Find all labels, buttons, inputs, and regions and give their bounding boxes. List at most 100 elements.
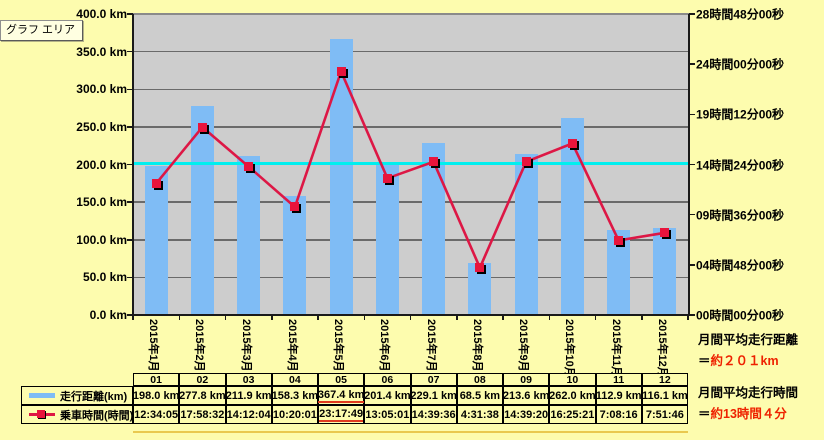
- cell-value: 16:25:21: [550, 408, 595, 421]
- time-marker-month-04[interactable]: [290, 202, 300, 212]
- time-cell-03: 14:12:04: [225, 405, 272, 424]
- bar-month-03[interactable]: [237, 155, 261, 315]
- gridline-50km: [133, 276, 688, 279]
- time-line-series[interactable]: [133, 14, 688, 315]
- equals-sign: ＝: [698, 354, 711, 368]
- x-axis-tick: [456, 315, 458, 320]
- max-value-highlighted: 23:17:49: [319, 407, 364, 422]
- cell-value: 12:34:05: [134, 408, 179, 421]
- cell-value: 213.6 km: [502, 389, 550, 402]
- time-marker-month-01[interactable]: [151, 179, 161, 189]
- y-right-tick-label: 00時間00分00秒: [696, 308, 785, 323]
- time-cell-02: 17:58:32: [179, 405, 226, 424]
- distance-cell-07: 229.1 km: [410, 386, 457, 405]
- gridline-150km: [133, 201, 688, 203]
- bar-month-09[interactable]: [514, 154, 538, 315]
- time-marker-month-08[interactable]: [475, 263, 485, 273]
- x-axis-label: 2015年12月: [655, 319, 668, 378]
- time-cell-06: 13:05:01: [364, 405, 411, 424]
- time-cell-01: 12:34:05: [133, 405, 180, 424]
- cell-value: 4:31:38: [460, 408, 499, 421]
- y-right-tick-label: 24時間00分00秒: [696, 57, 785, 72]
- bar-month-04[interactable]: [283, 195, 307, 315]
- y-right-tick: [689, 213, 695, 216]
- bar-month-02[interactable]: [190, 105, 214, 315]
- cell-value: 116.1 km: [641, 389, 688, 402]
- time-marker-month-02[interactable]: [197, 122, 207, 132]
- y-left-tick-label: 350.0 km: [76, 44, 127, 59]
- swatch-marker: [37, 410, 45, 418]
- distance-cell-01: 198.0 km: [133, 386, 179, 405]
- y-left-tick: [127, 276, 133, 279]
- bar-month-10[interactable]: [560, 117, 584, 315]
- chart-area-tooltip: グラフ エリア: [0, 20, 84, 41]
- max-value-highlighted: 367.4 km: [317, 388, 365, 403]
- time-line[interactable]: [155, 67, 666, 271]
- cell-value: 17:58:32: [180, 408, 225, 421]
- plot-area[interactable]: [133, 14, 688, 315]
- x-axis-tick: [594, 315, 597, 320]
- bar-month-07[interactable]: [422, 142, 446, 315]
- x-axis-label: 2015年11月: [609, 319, 622, 378]
- legend-label: 走行距離(km): [60, 390, 128, 403]
- x-axis-label: 2015年5月: [332, 319, 345, 372]
- month-header-09: 09: [503, 373, 550, 386]
- cell-value: 14:12:04: [226, 408, 271, 421]
- x-axis-label: 2015年7月: [424, 319, 437, 372]
- time-marker-month-05[interactable]: [336, 67, 346, 76]
- time-marker-month-12[interactable]: [660, 228, 670, 238]
- x-axis-label: 2015年3月: [239, 319, 252, 372]
- y-right-tick-label: 19時間12分00秒: [696, 107, 785, 122]
- x-axis-tick: [132, 315, 134, 320]
- y-left-tick: [127, 314, 133, 316]
- y-right-tick: [689, 13, 695, 15]
- x-axis-tick: [317, 315, 319, 320]
- distance-cell-06: 201.4 km: [364, 386, 411, 405]
- time-marker-month-06[interactable]: [382, 173, 392, 183]
- x-axis-tick: [641, 315, 643, 320]
- bar-month-11[interactable]: [607, 230, 631, 315]
- data-table: 01 02 03 04 05 06 07 08 09 10 11 12 走行距離(km) 198.0 km…: [21, 373, 688, 424]
- y-right-tick: [689, 314, 695, 316]
- y-left-tick: [127, 13, 133, 15]
- y-left-tick-label: 0.0 km: [89, 308, 127, 322]
- y-left-tick: [127, 126, 133, 128]
- distance-cell-08: 68.5 km: [456, 386, 503, 405]
- average-distance-line[interactable]: [133, 162, 688, 166]
- x-axis-label: 2015年4月: [285, 319, 298, 372]
- legend-label: 乗車時間(時間): [60, 409, 134, 422]
- y-right-tick: [689, 163, 695, 166]
- x-axis-tick: [548, 315, 550, 320]
- time-marker-month-10[interactable]: [567, 138, 577, 148]
- x-axis-tick: [178, 315, 180, 320]
- time-marker-month-03[interactable]: [244, 162, 254, 172]
- time-cell-10: 16:25:21: [549, 405, 596, 424]
- avg-time-value-line: ＝約13時間４分: [698, 404, 824, 425]
- time-marker-month-07[interactable]: [429, 157, 439, 167]
- avg-distance-value-line: ＝約２０１km: [698, 351, 824, 372]
- x-axis-label: 2015年2月: [193, 319, 206, 372]
- distance-cell-03: 211.9 km: [225, 386, 272, 405]
- gridline-100km: [133, 239, 688, 241]
- y-right-tick: [689, 264, 695, 266]
- bar-month-05[interactable]: [329, 38, 353, 315]
- bar-month-08[interactable]: [468, 263, 492, 315]
- cell-value: 277.8 km: [179, 389, 226, 402]
- y-left-tick: [127, 88, 133, 90]
- time-marker-month-09[interactable]: [521, 157, 531, 167]
- time-marker-month-11[interactable]: [614, 235, 624, 245]
- time-cell-08: 4:31:38: [456, 405, 503, 424]
- y-left-tick-label: 200.0 km: [76, 157, 127, 172]
- y-left-tick-label: 50.0 km: [82, 270, 127, 285]
- bar-month-01[interactable]: [144, 166, 168, 315]
- y-left-tick-label: 400.0 km: [76, 7, 127, 21]
- month-header-06: 06: [364, 373, 411, 386]
- bar-month-12[interactable]: [653, 227, 677, 315]
- y-left-tick: [127, 50, 133, 53]
- cell-value: 7:08:16: [599, 408, 638, 421]
- month-header-11: 11: [595, 373, 642, 386]
- avg-time-title: 月間平均走行時間: [698, 386, 799, 400]
- bar-month-06[interactable]: [375, 163, 399, 315]
- y-left-tick: [127, 201, 133, 203]
